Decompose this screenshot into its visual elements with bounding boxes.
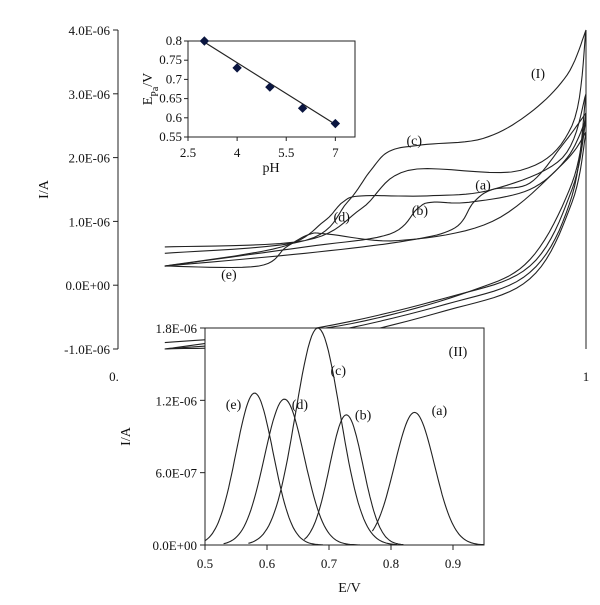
ph-y-label-main: E <box>141 97 156 106</box>
dpv-x-axis-label: E/V <box>338 581 361 596</box>
cv-curve <box>164 131 587 350</box>
ph-x-tick-label: 2.5 <box>180 145 196 160</box>
ph-y-tick-label: 0.75 <box>159 52 182 67</box>
dpv-x-tick-label: 0.6 <box>259 556 276 571</box>
dpv-curve-label: (d) <box>292 398 309 413</box>
curve-label: (b) <box>412 204 429 219</box>
cv-curve <box>164 93 587 350</box>
y-tick-label: 1.0E-06 <box>68 214 110 229</box>
ph-data-point <box>265 82 275 92</box>
dpv-y-axis-label: I/A <box>119 426 134 446</box>
ph-data-point <box>199 36 210 46</box>
dpv-curve <box>223 398 360 546</box>
y-axis-label: I/A <box>37 179 52 199</box>
ph-x-tick-label: 7 <box>332 145 339 160</box>
main-cv-plot: 4.0E-06 3.0E-06 2.0E-06 1.0E-06 0.0E+00 -1.0E… <box>37 23 589 384</box>
dpv-y-tick-label: 1.8E-06 <box>155 321 197 336</box>
ph-y-tick-label: 0.55 <box>159 129 182 144</box>
curve-label: (c) <box>406 134 422 149</box>
x-tick-label: 1 <box>583 369 590 384</box>
ph-y-axis-label: EPa/V <box>141 73 161 106</box>
dpv-panel-label: (II) <box>449 345 468 360</box>
panel-label: (I) <box>531 67 545 82</box>
cv-curve <box>164 119 587 344</box>
dpv-curve <box>204 392 323 546</box>
y-tick-label: 2.0E-06 <box>68 151 110 166</box>
cv-curve <box>164 112 587 350</box>
y-tick-label: 4.0E-06 <box>68 23 110 38</box>
dpv-x-tick-label: 0.8 <box>383 556 399 571</box>
dpv-curve <box>371 411 485 546</box>
ph-y-label-sub: Pa <box>150 86 161 97</box>
dpv-y-tick-label: 6.0E-07 <box>155 466 197 481</box>
dpv-curve <box>248 327 398 546</box>
dpv-curve-label: (c) <box>331 364 347 379</box>
ph-data-point <box>232 63 242 73</box>
ph-x-tick-label: 4 <box>234 145 241 160</box>
ph-y-tick-label: 0.6 <box>166 110 183 125</box>
ph-data-point <box>330 118 341 129</box>
ph-data-point <box>297 103 308 113</box>
ph-x-tick-label: 5.5 <box>278 145 294 160</box>
dpv-curve <box>303 414 404 546</box>
dpv-x-tick-label: 0.7 <box>321 556 338 571</box>
ph-x-axis-label: pH <box>262 161 279 176</box>
curve-label: (e) <box>221 268 237 283</box>
dpv-y-tick-label: 1.2E-06 <box>155 393 197 408</box>
dpv-curve-label: (b) <box>355 409 372 424</box>
dpv-x-tick-label: 0.5 <box>197 556 213 571</box>
curve-label: (a) <box>475 179 491 194</box>
dpv-inset-plot: 0.0E+00 6.0E-07 1.2E-06 1.8E-06 0.5 0.6 0.7 0.8… <box>119 321 485 596</box>
y-tick-label: 3.0E-06 <box>68 87 110 102</box>
ph-y-label-unit: /V <box>141 73 156 87</box>
y-tick-label: -1.0E-06 <box>64 342 110 357</box>
dpv-y-tick-label: 0.0E+00 <box>152 538 197 553</box>
cv-curve <box>164 29 587 254</box>
ph-y-tick-label: 0.7 <box>166 71 183 86</box>
y-tick-label: 0.0E+00 <box>65 278 110 293</box>
dpv-curve-label: (e) <box>226 398 242 413</box>
ph-y-tick-label: 0.65 <box>159 91 182 106</box>
ph-y-tick-label: 0.8 <box>166 33 182 48</box>
dpv-curve-label: (a) <box>432 404 448 419</box>
x-tick-label: 0. <box>109 369 119 384</box>
ph-inset-plot: 0.55 0.6 0.65 0.7 0.75 0.8 2.5 4 5.5 7 pH EPa/V <box>141 33 356 176</box>
dpv-x-tick-label: 0.9 <box>445 556 461 571</box>
curve-label: (d) <box>334 210 351 225</box>
